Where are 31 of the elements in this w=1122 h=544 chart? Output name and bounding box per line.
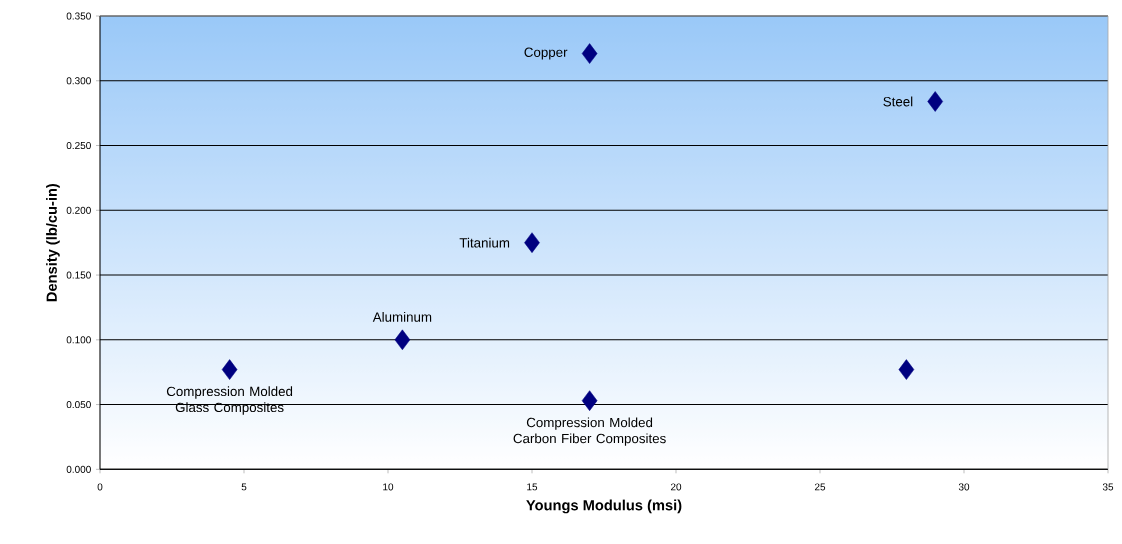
point [581, 390, 598, 411]
x-tick-label: 0 [97, 483, 103, 491]
annotation: Aluminum [372, 311, 432, 322]
y-tick-label: 0.150 [66, 271, 91, 279]
point [221, 359, 238, 380]
x-tick-label: 20 [670, 483, 682, 491]
y-tick-label: 0.250 [66, 141, 91, 150]
annotation: Steel [883, 96, 913, 107]
x-tick-label: 25 [814, 483, 826, 491]
point [394, 329, 411, 351]
x-axis-title: Youngs Modulus (msi) [526, 499, 682, 514]
annotation: Compression Molded Glass Composites [166, 386, 293, 415]
point [524, 232, 540, 253]
x-tick-label: 35 [1102, 483, 1114, 491]
x-tick-label: 30 [958, 483, 970, 491]
x-tick-label: 5 [241, 483, 247, 491]
y-tick-label: 0.000 [66, 465, 91, 473]
y-tick-label: 0.300 [66, 77, 91, 85]
annotation: Copper [524, 47, 568, 60]
point [927, 91, 943, 112]
annotation: Titanium [459, 237, 510, 248]
y-tick-label: 0.200 [66, 206, 91, 214]
y-tick-label: 0.100 [66, 336, 91, 344]
point [898, 359, 915, 380]
y-tick-label: 0.350 [66, 12, 91, 20]
point [581, 43, 598, 64]
y-axis-title: Density (lb/cu-in) [46, 183, 60, 302]
annotation: Compression Molded Carbon Fiber Composites [513, 417, 666, 446]
x-tick-label: 10 [383, 483, 394, 491]
y-tick-label: 0.050 [66, 401, 91, 409]
x-tick-label: 15 [527, 483, 538, 491]
